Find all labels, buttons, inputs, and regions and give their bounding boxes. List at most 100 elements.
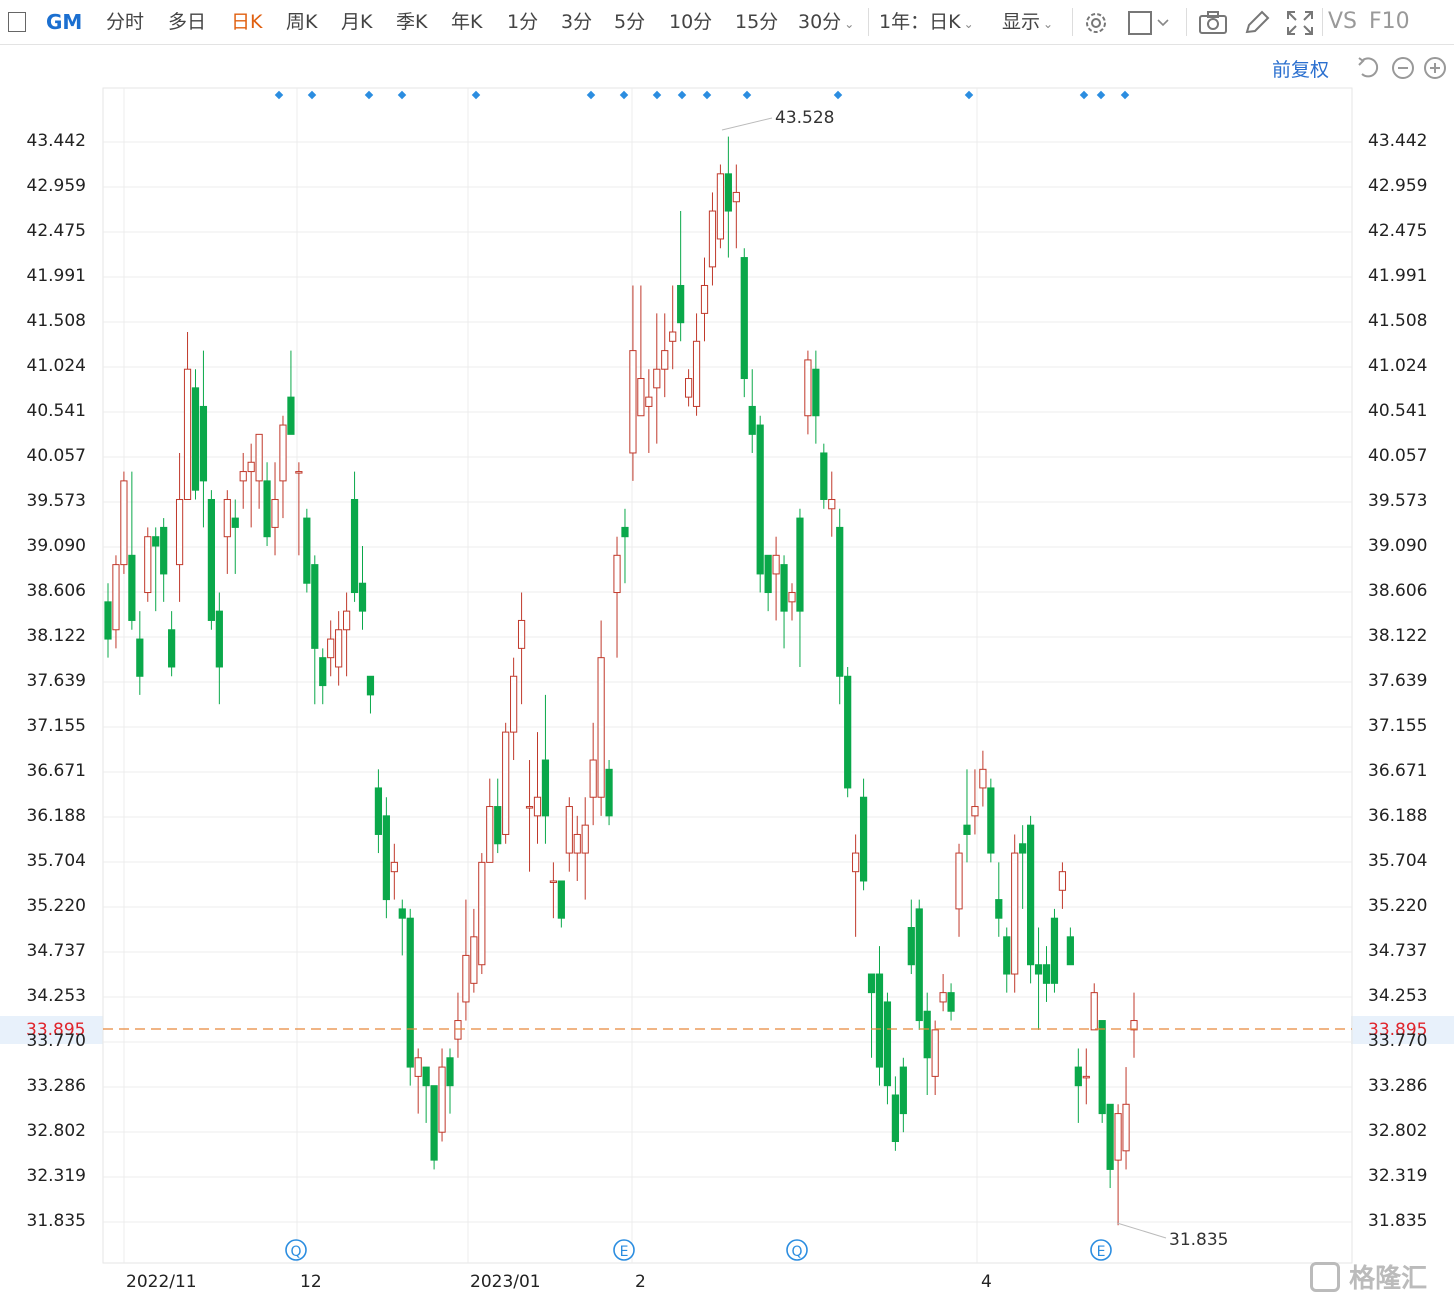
candle-body — [1066, 936, 1074, 966]
y-tick-label: 33.286 — [1368, 1076, 1428, 1096]
x-tick-label: 2022/11 — [126, 1272, 197, 1292]
candle-body — [557, 880, 565, 919]
y-tick-label: 41.991 — [26, 266, 86, 286]
candle — [979, 750, 987, 807]
candle-body — [279, 424, 287, 482]
divider — [1186, 8, 1187, 36]
candle — [1027, 815, 1035, 984]
candle — [366, 675, 375, 714]
display-select[interactable]: 显示 ⌄ — [1002, 0, 1053, 44]
undo-icon[interactable] — [1356, 56, 1382, 80]
candle — [812, 350, 820, 444]
range-select[interactable]: 1年：日K ⌄ — [879, 0, 974, 44]
candle-body — [907, 927, 915, 966]
divider — [1322, 8, 1323, 36]
candle — [597, 620, 605, 816]
candle — [438, 1048, 446, 1142]
candle-body — [923, 1010, 931, 1059]
candle — [502, 722, 510, 844]
candle — [621, 508, 629, 584]
adjust-mode-button[interactable]: 前复权 — [1272, 59, 1330, 81]
candle — [915, 899, 923, 1030]
candle — [907, 899, 915, 975]
gear-icon[interactable] — [1082, 10, 1110, 36]
tab-weekly-k[interactable]: 周K — [286, 11, 318, 33]
y-tick-label: 42.959 — [1368, 176, 1428, 196]
candle-body — [732, 191, 740, 203]
candle-body — [764, 554, 772, 594]
tab-daily-k[interactable]: 日K — [231, 11, 263, 33]
camera-icon[interactable] — [1198, 10, 1228, 36]
candle-body — [144, 536, 152, 594]
chevron-down-icon: ⌄ — [963, 17, 974, 31]
event-dot — [397, 90, 407, 100]
tab-monthly-k[interactable]: 月K — [341, 11, 373, 33]
box-select-icon[interactable] — [1127, 10, 1171, 36]
candle — [422, 1066, 430, 1123]
event-dot — [1120, 90, 1130, 100]
candle — [168, 611, 176, 677]
candle-body — [1058, 871, 1067, 891]
candle-body — [621, 526, 629, 538]
tab-30min[interactable]: 30分 ⌄ — [798, 0, 854, 44]
candle — [263, 462, 271, 547]
tab-15min[interactable]: 15分 — [735, 11, 779, 33]
tab-1min[interactable]: 1分 — [507, 11, 539, 33]
candle-body — [605, 768, 613, 817]
chevron-down-icon: ⌄ — [844, 17, 855, 31]
candle-body — [971, 806, 979, 817]
candle-body — [581, 824, 589, 854]
candle — [279, 415, 287, 519]
f10-button[interactable]: F10 — [1369, 9, 1410, 34]
tab-yearly-k[interactable]: 年K — [451, 11, 483, 33]
y-tick-label: 41.024 — [1368, 356, 1428, 376]
candle — [398, 899, 406, 956]
candle-body — [669, 331, 677, 342]
y-tick-label: 37.155 — [1368, 716, 1428, 736]
y-tick-label: 40.057 — [26, 446, 86, 466]
candle-body — [199, 405, 208, 482]
candle-body — [327, 638, 335, 659]
candle-body — [295, 471, 303, 474]
candle-body — [812, 368, 820, 417]
tab-3min[interactable]: 3分 — [561, 11, 593, 33]
tab-5min[interactable]: 5分 — [614, 11, 646, 33]
symbol-label[interactable]: GM — [46, 10, 83, 34]
zoom-in-icon[interactable] — [1423, 56, 1447, 80]
candle — [319, 648, 327, 705]
event-marker-circle — [1090, 1239, 1112, 1261]
candle — [215, 592, 223, 705]
tab-10min[interactable]: 10分 — [669, 11, 713, 33]
y-tick-label: 36.671 — [26, 761, 86, 781]
y-tick-label: 33.770 — [1368, 1031, 1428, 1051]
candle-body — [462, 954, 470, 1003]
fullscreen-icon[interactable] — [1286, 10, 1314, 36]
candle — [1130, 992, 1138, 1058]
candle — [836, 508, 844, 705]
candle — [112, 555, 120, 649]
y-tick-label: 36.188 — [1368, 806, 1428, 826]
pencil-icon[interactable] — [1243, 10, 1271, 36]
candle-body — [891, 1094, 899, 1143]
y-tick-label: 41.508 — [1368, 311, 1428, 331]
compare-vs-button[interactable]: VS — [1328, 9, 1358, 34]
zoom-out-icon[interactable] — [1391, 56, 1415, 80]
candle — [995, 862, 1003, 937]
candle-body — [128, 554, 136, 621]
event-dot — [364, 90, 374, 100]
candle — [852, 834, 860, 937]
candle-body — [541, 759, 550, 817]
candle-body — [510, 675, 518, 733]
event-marker-circle — [613, 1239, 635, 1261]
tab-intraday[interactable]: 分时 — [106, 11, 145, 33]
candle-body — [311, 564, 319, 649]
candle — [661, 313, 669, 398]
candle — [1082, 1048, 1090, 1105]
candle — [923, 992, 931, 1095]
sidebar-toggle-icon[interactable] — [8, 12, 26, 32]
tab-quarterly-k[interactable]: 季K — [396, 11, 428, 33]
y-tick-label: 32.802 — [1368, 1121, 1428, 1141]
tab-multiday[interactable]: 多日 — [168, 11, 207, 33]
candle-body — [724, 173, 732, 212]
